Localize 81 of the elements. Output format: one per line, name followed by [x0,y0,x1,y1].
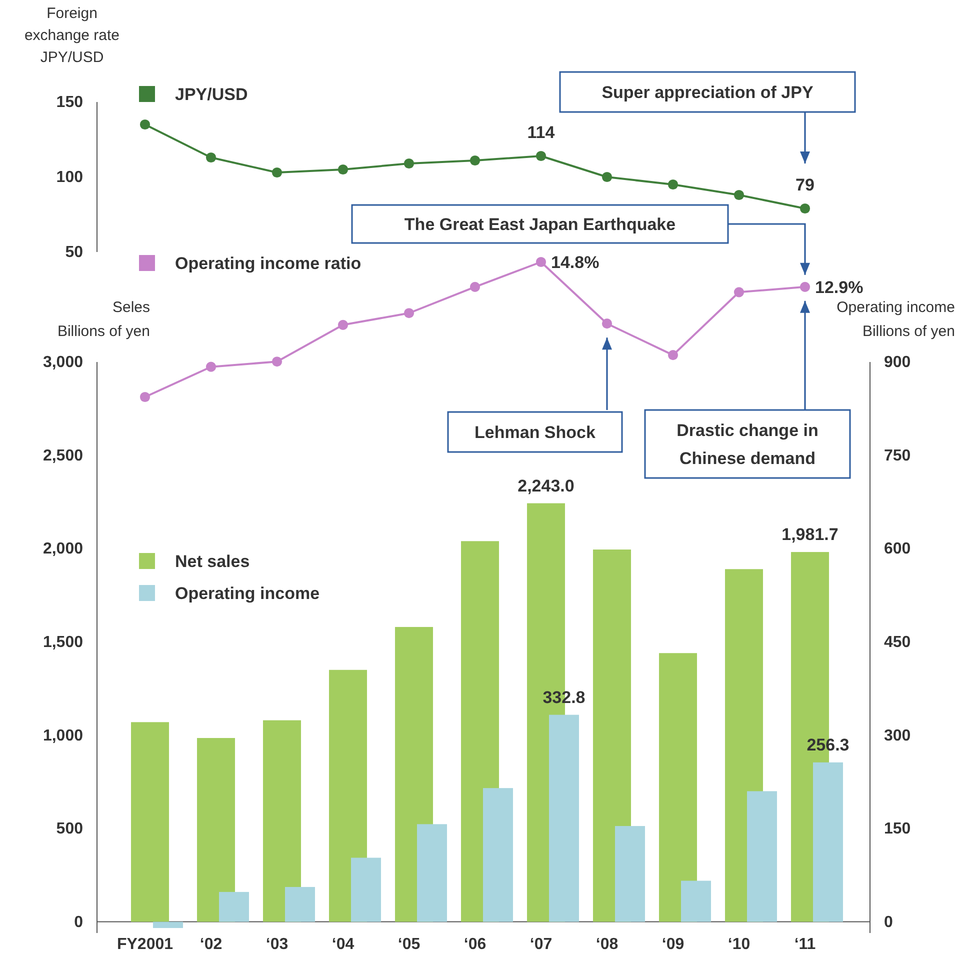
point [206,362,216,372]
point [338,320,348,330]
bar [351,858,381,922]
bar [681,880,711,922]
bar [263,720,301,922]
point [470,155,480,166]
y-tick-label: 2,500 [42,447,84,464]
y2-tick-label: 150 [884,820,911,838]
point [140,119,150,130]
x-tick-label: ‘05 [398,936,420,954]
y-tick-label: 3,000 [42,354,84,372]
point [140,392,150,402]
y-tick-label: 0 [74,914,84,931]
callout-frame: Lehman Shock [447,411,623,453]
callout-frame: Drastic change in Chinese demand [644,409,851,479]
data-label: 114 [527,123,556,142]
y-tick-label: 100 [56,169,84,186]
point [668,350,678,360]
callout-frame: The Great East Japan Earthquake [351,204,729,244]
y-axis-title: Foreign exchange rate JPY/USD [24,5,120,66]
callout-frame: Super appreciation of JPY [559,71,856,113]
point [602,318,612,329]
y2-tick-label: 300 [884,727,911,744]
x-tick-label: ‘07 [530,936,552,954]
y-axis-title: Seles Billions of yen [57,299,150,340]
legend-label: Operating income ratio [175,254,362,273]
annotation: Super appreciation of JPY [602,83,814,102]
x-tick-label: ‘08 [596,936,618,954]
bar [131,722,169,922]
data-label: 79 [796,176,814,194]
point [536,150,546,162]
y2-tick-label: 750 [884,447,911,464]
x-tick-label: ‘02 [200,936,222,954]
y-tick-label: 1,500 [42,634,84,652]
annotation: The Great East Japan Earthquake [404,215,676,234]
point [668,179,678,190]
point [404,308,414,318]
legend-label: Net sales [175,552,250,571]
annotation: Lehman Shock [474,423,596,442]
x-tick-label: FY2001 [116,936,174,954]
x-tick-label: ‘03 [266,936,288,954]
y-tick-label: 2,000 [42,540,84,558]
point [338,164,348,175]
data-label: 1,981.7 [782,525,838,544]
point [272,167,282,178]
y2-tick-label: 900 [884,354,911,372]
y-tick-label: 500 [56,820,84,838]
x-tick-label: ‘06 [464,936,486,954]
y-tick-label: 50 [65,244,84,262]
point [536,256,546,268]
bar [659,653,697,922]
x-tick-label: ‘04 [332,936,354,954]
point [734,190,744,200]
bar [219,892,249,922]
point [800,203,810,214]
point [404,158,414,169]
point [602,172,612,182]
y-tick-label: 150 [56,94,84,112]
data-label: 14.8% [551,253,600,272]
point [206,152,216,163]
bar [285,886,315,922]
point [734,287,744,298]
point [800,282,810,292]
y-tick-label: 1,000 [42,727,84,744]
data-label: 12.9% [815,278,864,297]
x-tick-label: ‘09 [662,936,684,954]
y2-tick-label: 0 [884,914,893,931]
data-label: 2,243.0 [518,476,574,496]
point [272,356,282,367]
y2-axis-title: Operating income Billions of yen [836,299,955,340]
point [470,282,480,292]
legend-label: JPY/USD [175,85,248,104]
y2-tick-label: 450 [884,634,911,652]
legend-label: Operating income [175,584,320,603]
annotation: Drastic change in Chinese demand [676,421,818,468]
bar [197,738,235,922]
x-tick-label: ‘11 [794,936,816,954]
bar [153,922,183,928]
x-tick-label: ‘10 [728,936,750,954]
bar [615,826,645,922]
y2-tick-label: 600 [884,540,911,558]
